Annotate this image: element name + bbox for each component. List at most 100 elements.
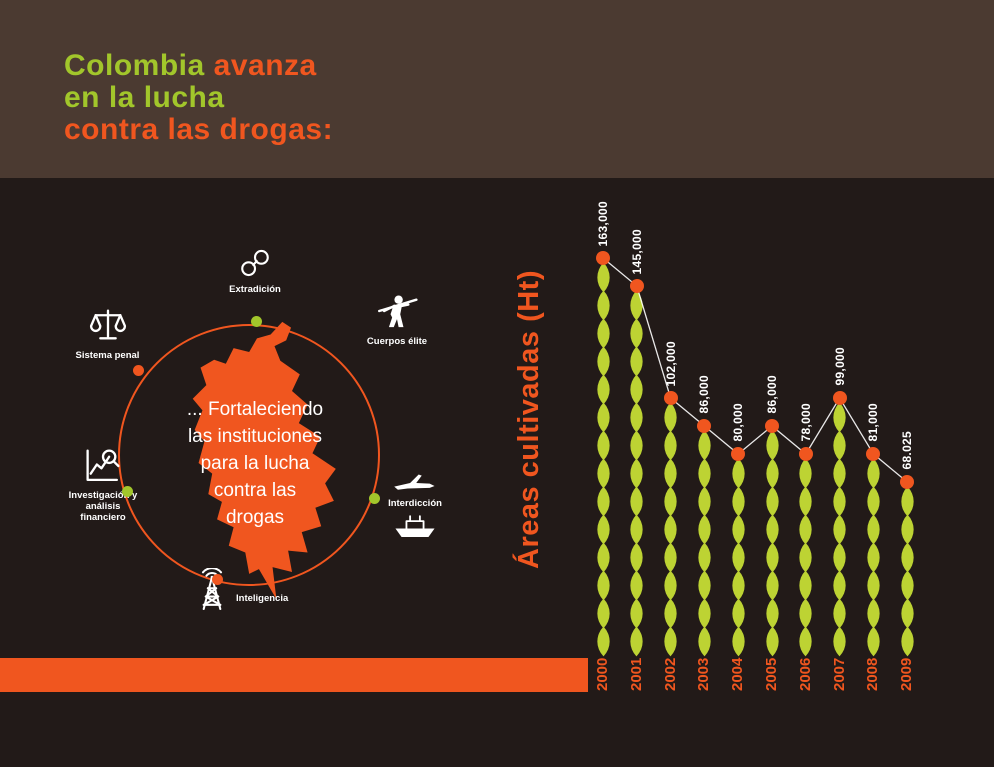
coca-leaf-icon <box>892 598 923 628</box>
coca-leaf-icon <box>588 430 618 460</box>
coca-leaf-icon <box>824 402 855 432</box>
coca-leaf-icon <box>689 430 720 460</box>
bottom-orange-band <box>0 658 588 692</box>
data-point-dot <box>596 251 610 265</box>
node-label: Sistema penal <box>75 350 140 361</box>
value-label: 68.025 <box>900 431 915 470</box>
title-part-orange: avanza <box>213 49 317 82</box>
coca-leaf-icon <box>655 486 686 516</box>
coca-leaf-icon <box>824 486 855 516</box>
coca-leaf-icon <box>621 402 652 432</box>
x-axis-years: 2000 2001 2002 2003 2004 2005 2006 2007 2008 2009 <box>586 656 946 716</box>
value-label: 86,000 <box>697 375 712 414</box>
leaf-column-2007 <box>823 402 857 656</box>
colombia-map <box>192 321 336 600</box>
coca-leaf-icon <box>655 402 686 432</box>
coca-leaf-icon <box>892 542 923 572</box>
institutions-circle <box>118 324 380 586</box>
coca-leaf-icon <box>824 458 855 488</box>
coca-leaf-icon <box>892 626 923 656</box>
coca-leaf-icon <box>824 598 855 628</box>
coca-leaf-icon <box>790 542 821 572</box>
coca-leaf-icon <box>588 570 618 600</box>
coca-leaf-icon <box>588 542 618 572</box>
coca-leaf-icon <box>790 514 821 544</box>
coca-leaf-icon <box>824 430 855 460</box>
coca-leaf-icon <box>621 458 652 488</box>
coca-leaf-icon <box>588 514 618 544</box>
year-label: 2009 <box>898 658 916 692</box>
coca-leaf-icon <box>858 542 889 572</box>
leaf-column-2004 <box>721 458 755 656</box>
coca-leaf-icon <box>757 430 787 460</box>
coca-leaf-icon <box>655 430 686 460</box>
financial-analysis-icon <box>86 449 120 481</box>
center-message-line: las instituciones <box>187 426 323 447</box>
year-label: 2000 <box>594 658 611 692</box>
diagram-node-inteligencia: Inteligencia <box>194 568 314 614</box>
value-label: 80,000 <box>731 403 746 442</box>
soldier-rifle-icon <box>378 295 418 328</box>
value-label: 102,000 <box>663 340 678 386</box>
coca-leaf-icon <box>689 486 720 516</box>
center-message-line: para la lucha <box>200 453 310 474</box>
circle-dot-sistema-penal <box>133 365 144 376</box>
coca-leaf-icon <box>621 430 652 460</box>
coca-leaf-icon <box>723 486 754 516</box>
leaf-column-2000 <box>586 262 620 656</box>
coca-leaf-icon <box>621 374 652 404</box>
coca-leaf-icon <box>757 458 787 488</box>
node-label: Cuerpos élite <box>366 336 428 347</box>
data-point-dot <box>832 391 847 405</box>
coca-leaf-icon <box>588 626 618 656</box>
coca-leaf-icon <box>621 290 652 320</box>
coca-leaf-icon <box>858 570 889 600</box>
coca-leaf-icon <box>824 570 855 600</box>
circle-dot-investigacion <box>122 486 133 497</box>
coca-leaf-icon <box>790 486 821 516</box>
title-part-green: Colombia <box>64 49 205 82</box>
coca-leaf-icon <box>790 570 821 600</box>
coca-leaf-icon <box>655 570 686 600</box>
coca-leaf-icon <box>588 486 618 516</box>
coca-leaf-icon <box>723 542 754 572</box>
coca-leaf-icon <box>757 598 787 628</box>
diagram-node-investigacion: Investigación y análisis financiero <box>62 446 144 523</box>
coca-leaf-icon <box>824 514 855 544</box>
page-title: Colombia avanza en la lucha contra las dr… <box>64 50 333 146</box>
coca-leaf-icon <box>723 514 754 544</box>
circle-dot-extradicion <box>251 316 262 327</box>
coca-leaf-icon <box>858 458 889 488</box>
coca-leaf-icon <box>655 626 686 656</box>
coca-leaf-icon <box>757 570 787 600</box>
header-band: Colombia avanza en la lucha contra las dr… <box>0 0 994 178</box>
coca-leaf-icon <box>824 542 855 572</box>
coca-leaf-icon <box>892 514 923 544</box>
leaf-column-2008 <box>856 458 890 656</box>
year-label: 2004 <box>729 658 747 692</box>
data-point-dot <box>663 391 678 405</box>
coca-leaf-icon <box>655 598 686 628</box>
title-line-3: contra las drogas: <box>64 113 334 146</box>
coca-leaf-icon <box>790 626 821 656</box>
coca-leaf-icon <box>892 570 923 600</box>
year-label: 2003 <box>695 658 713 692</box>
coca-leaf-icon <box>858 486 889 516</box>
year-label: 2005 <box>763 658 780 692</box>
coca-leaf-icon <box>858 598 889 628</box>
coca-leaf-icon <box>621 598 652 628</box>
year-label: 2001 <box>627 658 645 692</box>
coca-leaf-icon <box>588 458 618 488</box>
coca-leaf-icon <box>621 346 652 376</box>
coca-leaf-icon <box>621 626 652 656</box>
coca-leaf-icon <box>588 262 618 292</box>
diagram-node-sistema-penal: Sistema penal <box>70 306 145 361</box>
leaf-column-2002 <box>654 402 688 656</box>
coca-leaf-icon <box>790 598 821 628</box>
coca-leaf-icon <box>858 514 889 544</box>
coca-leaf-icon <box>689 598 720 628</box>
coca-leaf-icon <box>689 458 720 488</box>
value-label: 86,000 <box>765 375 779 414</box>
coca-leaf-icon <box>689 542 720 572</box>
year-label: 2007 <box>830 658 848 692</box>
